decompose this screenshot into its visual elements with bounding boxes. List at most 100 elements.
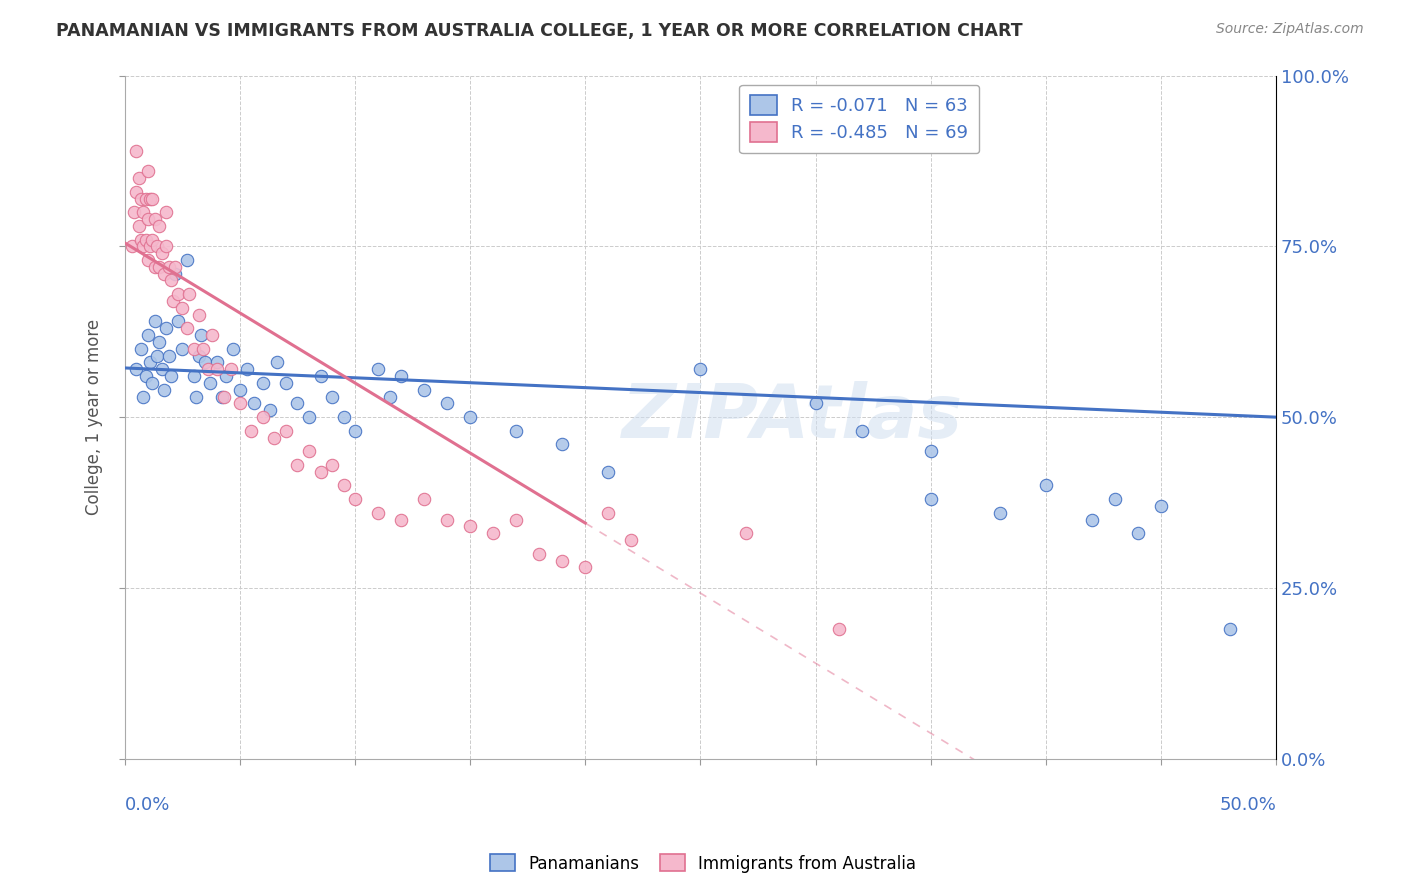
Point <box>574 560 596 574</box>
Point <box>598 506 620 520</box>
Point <box>367 362 389 376</box>
Point <box>321 458 343 472</box>
Point <box>252 376 274 390</box>
Point <box>620 533 643 548</box>
Point <box>529 547 551 561</box>
Point <box>129 192 152 206</box>
Point <box>132 390 155 404</box>
Point <box>121 239 143 253</box>
Point <box>458 519 481 533</box>
Point <box>551 554 574 568</box>
Text: 0.0%: 0.0% <box>125 797 170 814</box>
Point <box>215 369 238 384</box>
Point <box>125 185 148 199</box>
Point <box>162 293 184 308</box>
Point <box>458 410 481 425</box>
Point <box>689 362 711 376</box>
Point <box>197 362 219 376</box>
Point <box>128 171 150 186</box>
Point <box>166 314 188 328</box>
Point <box>240 424 263 438</box>
Point <box>367 506 389 520</box>
Point <box>1081 513 1104 527</box>
Point <box>148 334 170 349</box>
Point <box>139 355 162 369</box>
Point <box>198 376 221 390</box>
Point <box>125 144 148 158</box>
Point <box>155 239 177 253</box>
Point <box>920 444 942 458</box>
Point <box>136 164 159 178</box>
Point <box>186 390 208 404</box>
Point <box>804 396 827 410</box>
Point <box>259 403 281 417</box>
Legend: R = -0.071   N = 63, R = -0.485   N = 69: R = -0.071 N = 63, R = -0.485 N = 69 <box>740 85 979 153</box>
Point <box>148 260 170 274</box>
Point <box>194 355 217 369</box>
Point <box>1104 492 1126 507</box>
Point <box>135 192 157 206</box>
Point <box>236 362 259 376</box>
Point <box>413 383 436 397</box>
Point <box>148 219 170 233</box>
Point <box>344 424 367 438</box>
Point <box>219 362 242 376</box>
Point <box>150 362 173 376</box>
Point <box>413 492 436 507</box>
Point <box>920 492 942 507</box>
Text: 50.0%: 50.0% <box>1219 797 1277 814</box>
Point <box>166 287 188 301</box>
Point <box>191 342 214 356</box>
Point <box>132 239 155 253</box>
Point <box>287 396 309 410</box>
Point <box>436 513 458 527</box>
Point <box>505 513 527 527</box>
Point <box>176 321 198 335</box>
Point <box>146 349 169 363</box>
Point <box>132 205 155 219</box>
Point <box>172 301 194 315</box>
Point <box>229 396 252 410</box>
Point <box>157 260 180 274</box>
Point <box>143 314 166 328</box>
Point <box>436 396 458 410</box>
Point <box>129 342 152 356</box>
Point <box>155 205 177 219</box>
Point <box>153 383 176 397</box>
Point <box>122 205 145 219</box>
Text: ZIPAtlas: ZIPAtlas <box>621 381 963 454</box>
Point <box>183 342 205 356</box>
Point <box>153 267 176 281</box>
Point <box>274 424 297 438</box>
Point <box>135 369 157 384</box>
Point <box>332 410 354 425</box>
Point <box>183 369 205 384</box>
Point <box>309 369 332 384</box>
Point <box>150 246 173 260</box>
Point <box>389 369 412 384</box>
Point <box>332 478 354 492</box>
Point <box>187 349 209 363</box>
Point <box>274 376 297 390</box>
Point <box>155 321 177 335</box>
Point <box>735 526 758 541</box>
Point <box>190 328 212 343</box>
Point <box>136 212 159 227</box>
Point <box>201 328 224 343</box>
Point <box>321 390 343 404</box>
Point <box>378 390 401 404</box>
Point <box>827 622 849 636</box>
Point <box>187 308 209 322</box>
Point <box>298 410 321 425</box>
Point <box>139 192 162 206</box>
Point <box>136 328 159 343</box>
Point <box>212 390 235 404</box>
Point <box>143 260 166 274</box>
Point <box>172 342 194 356</box>
Point <box>205 355 228 369</box>
Point <box>222 342 245 356</box>
Point <box>1219 622 1241 636</box>
Point <box>128 219 150 233</box>
Point <box>1126 526 1149 541</box>
Point <box>165 260 187 274</box>
